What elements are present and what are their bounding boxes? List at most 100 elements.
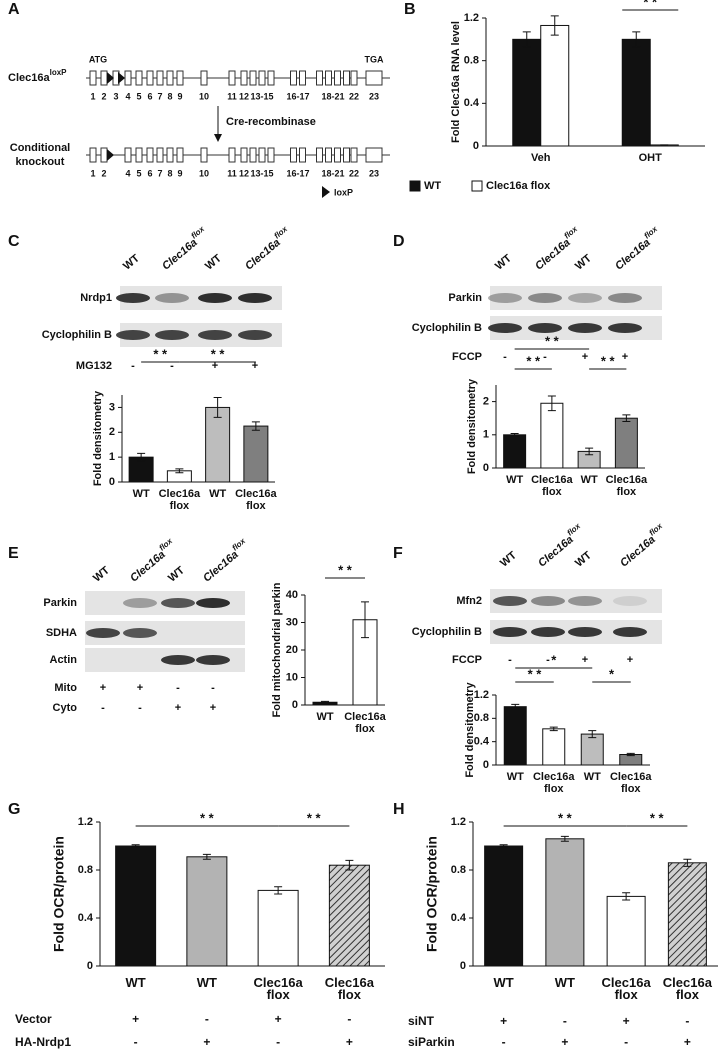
treatment-sign: -: [276, 1035, 280, 1049]
panel-label: B: [404, 1, 416, 18]
bar: [503, 434, 527, 469]
exon-number: 13-15: [250, 91, 273, 101]
lane-name: WT: [498, 549, 519, 569]
error-bar: [137, 452, 146, 462]
blot-band: [86, 628, 120, 638]
treatment-sign: +: [684, 1035, 691, 1049]
lane-sup: flox: [563, 224, 580, 240]
exon: [316, 147, 323, 163]
exon-number: 4: [125, 91, 130, 101]
treatment-sign: +: [500, 1014, 507, 1028]
exon-number: 16-17: [286, 91, 309, 101]
x-tick-label: Veh: [530, 152, 551, 164]
blot-band: [196, 598, 230, 608]
treatment-sign: -: [101, 702, 105, 714]
blot-band: [493, 627, 527, 637]
legend-swatch: [409, 180, 421, 192]
panel-label: F: [393, 545, 403, 562]
blot-band: [116, 330, 150, 340]
exon-number: 18-21: [321, 91, 344, 101]
y-tick-label: 0.8: [78, 864, 93, 876]
y-tick-label: 20: [286, 644, 298, 656]
error-bar: [522, 31, 531, 48]
treatment-label: Cyto: [53, 702, 78, 714]
lane-name: Clec16a: [536, 534, 576, 570]
blot-band: [488, 323, 522, 333]
treatment-label: siParkin: [408, 1035, 455, 1049]
error-bar: [511, 703, 520, 710]
y-tick-label: 40: [286, 589, 298, 601]
blot-band: [488, 293, 522, 303]
treatment-label: Mito: [54, 682, 77, 694]
y-tick-label: 1.2: [78, 816, 93, 828]
error-bar: [626, 752, 635, 757]
y-tick-label: 0.8: [474, 712, 489, 724]
error-bar: [131, 844, 140, 848]
exon: [124, 147, 132, 163]
bar: [243, 425, 269, 483]
error-bar: [622, 892, 631, 901]
lane-label: WT: [203, 252, 224, 272]
treatment-sign: -: [170, 360, 174, 372]
significance-label: * *: [650, 810, 665, 825]
lane-sup: flox: [231, 536, 248, 552]
error-bar: [585, 447, 594, 456]
treatment-sign: -: [131, 360, 135, 372]
exon-number: 11: [227, 91, 237, 101]
blot-band: [493, 596, 527, 606]
exon: [343, 147, 350, 163]
blot-band: [238, 330, 272, 340]
exon-number: 4: [125, 168, 130, 178]
exon-number: 2: [101, 91, 106, 101]
bar: [484, 845, 524, 967]
exon-number: 9: [177, 168, 182, 178]
lane-label: WT: [493, 252, 514, 272]
treatment-sign: +: [212, 360, 218, 372]
blot-band: [531, 596, 565, 606]
blot-row-label: Cyclophilin B: [42, 329, 112, 341]
treatment-sign: +: [582, 654, 588, 666]
exon: [350, 147, 358, 163]
stop-codon: TGA: [365, 54, 384, 64]
exon-number: 12: [239, 91, 249, 101]
bar: [621, 38, 651, 147]
bar: [540, 402, 564, 469]
treatment-sign: -: [138, 702, 142, 714]
x-tick-label: Clec16a flox: [344, 711, 386, 735]
x-tick-label: WT: [125, 975, 146, 990]
y-tick-label: 3: [109, 401, 115, 413]
treatment-label: Vector: [15, 1012, 52, 1026]
x-tick-label: WT: [506, 771, 524, 783]
x-tick-label: Clec16a flox: [531, 474, 573, 498]
exon: [100, 147, 108, 163]
legend-loxp-label: loxP: [334, 187, 353, 197]
blot-row-label: SDHA: [46, 627, 77, 639]
blot-band: [528, 293, 562, 303]
bar: [580, 733, 604, 766]
y-tick-label: 1.2: [474, 689, 489, 701]
treatment-sign: +: [175, 702, 181, 714]
y-tick-label: 0.4: [78, 912, 94, 924]
exon-number: 18-21: [321, 168, 344, 178]
legend-label: Clec16a flox: [486, 180, 551, 192]
y-tick-label: 0: [473, 140, 479, 152]
exon: [290, 70, 297, 86]
y-tick-label: 1: [483, 429, 489, 441]
treatment-sign: -: [211, 682, 215, 694]
x-tick-label: Clec16a flox: [253, 975, 303, 1002]
exon-number: 11: [227, 168, 237, 178]
lane-name: Clec16a: [128, 549, 168, 585]
y-tick-label: 0: [483, 759, 489, 771]
blot-strip: [490, 286, 662, 310]
legend-swatch: [471, 180, 483, 192]
exon-number: 12: [239, 168, 249, 178]
blot-row-label: Cyclophilin B: [412, 626, 482, 638]
significance-label: *: [551, 652, 557, 667]
error-bar: [547, 395, 556, 412]
significance-label: * *: [601, 353, 616, 368]
blot-band: [198, 330, 232, 340]
loxp-site: [107, 72, 114, 84]
blot-band: [568, 627, 602, 637]
y-tick-label: 10: [286, 671, 298, 683]
